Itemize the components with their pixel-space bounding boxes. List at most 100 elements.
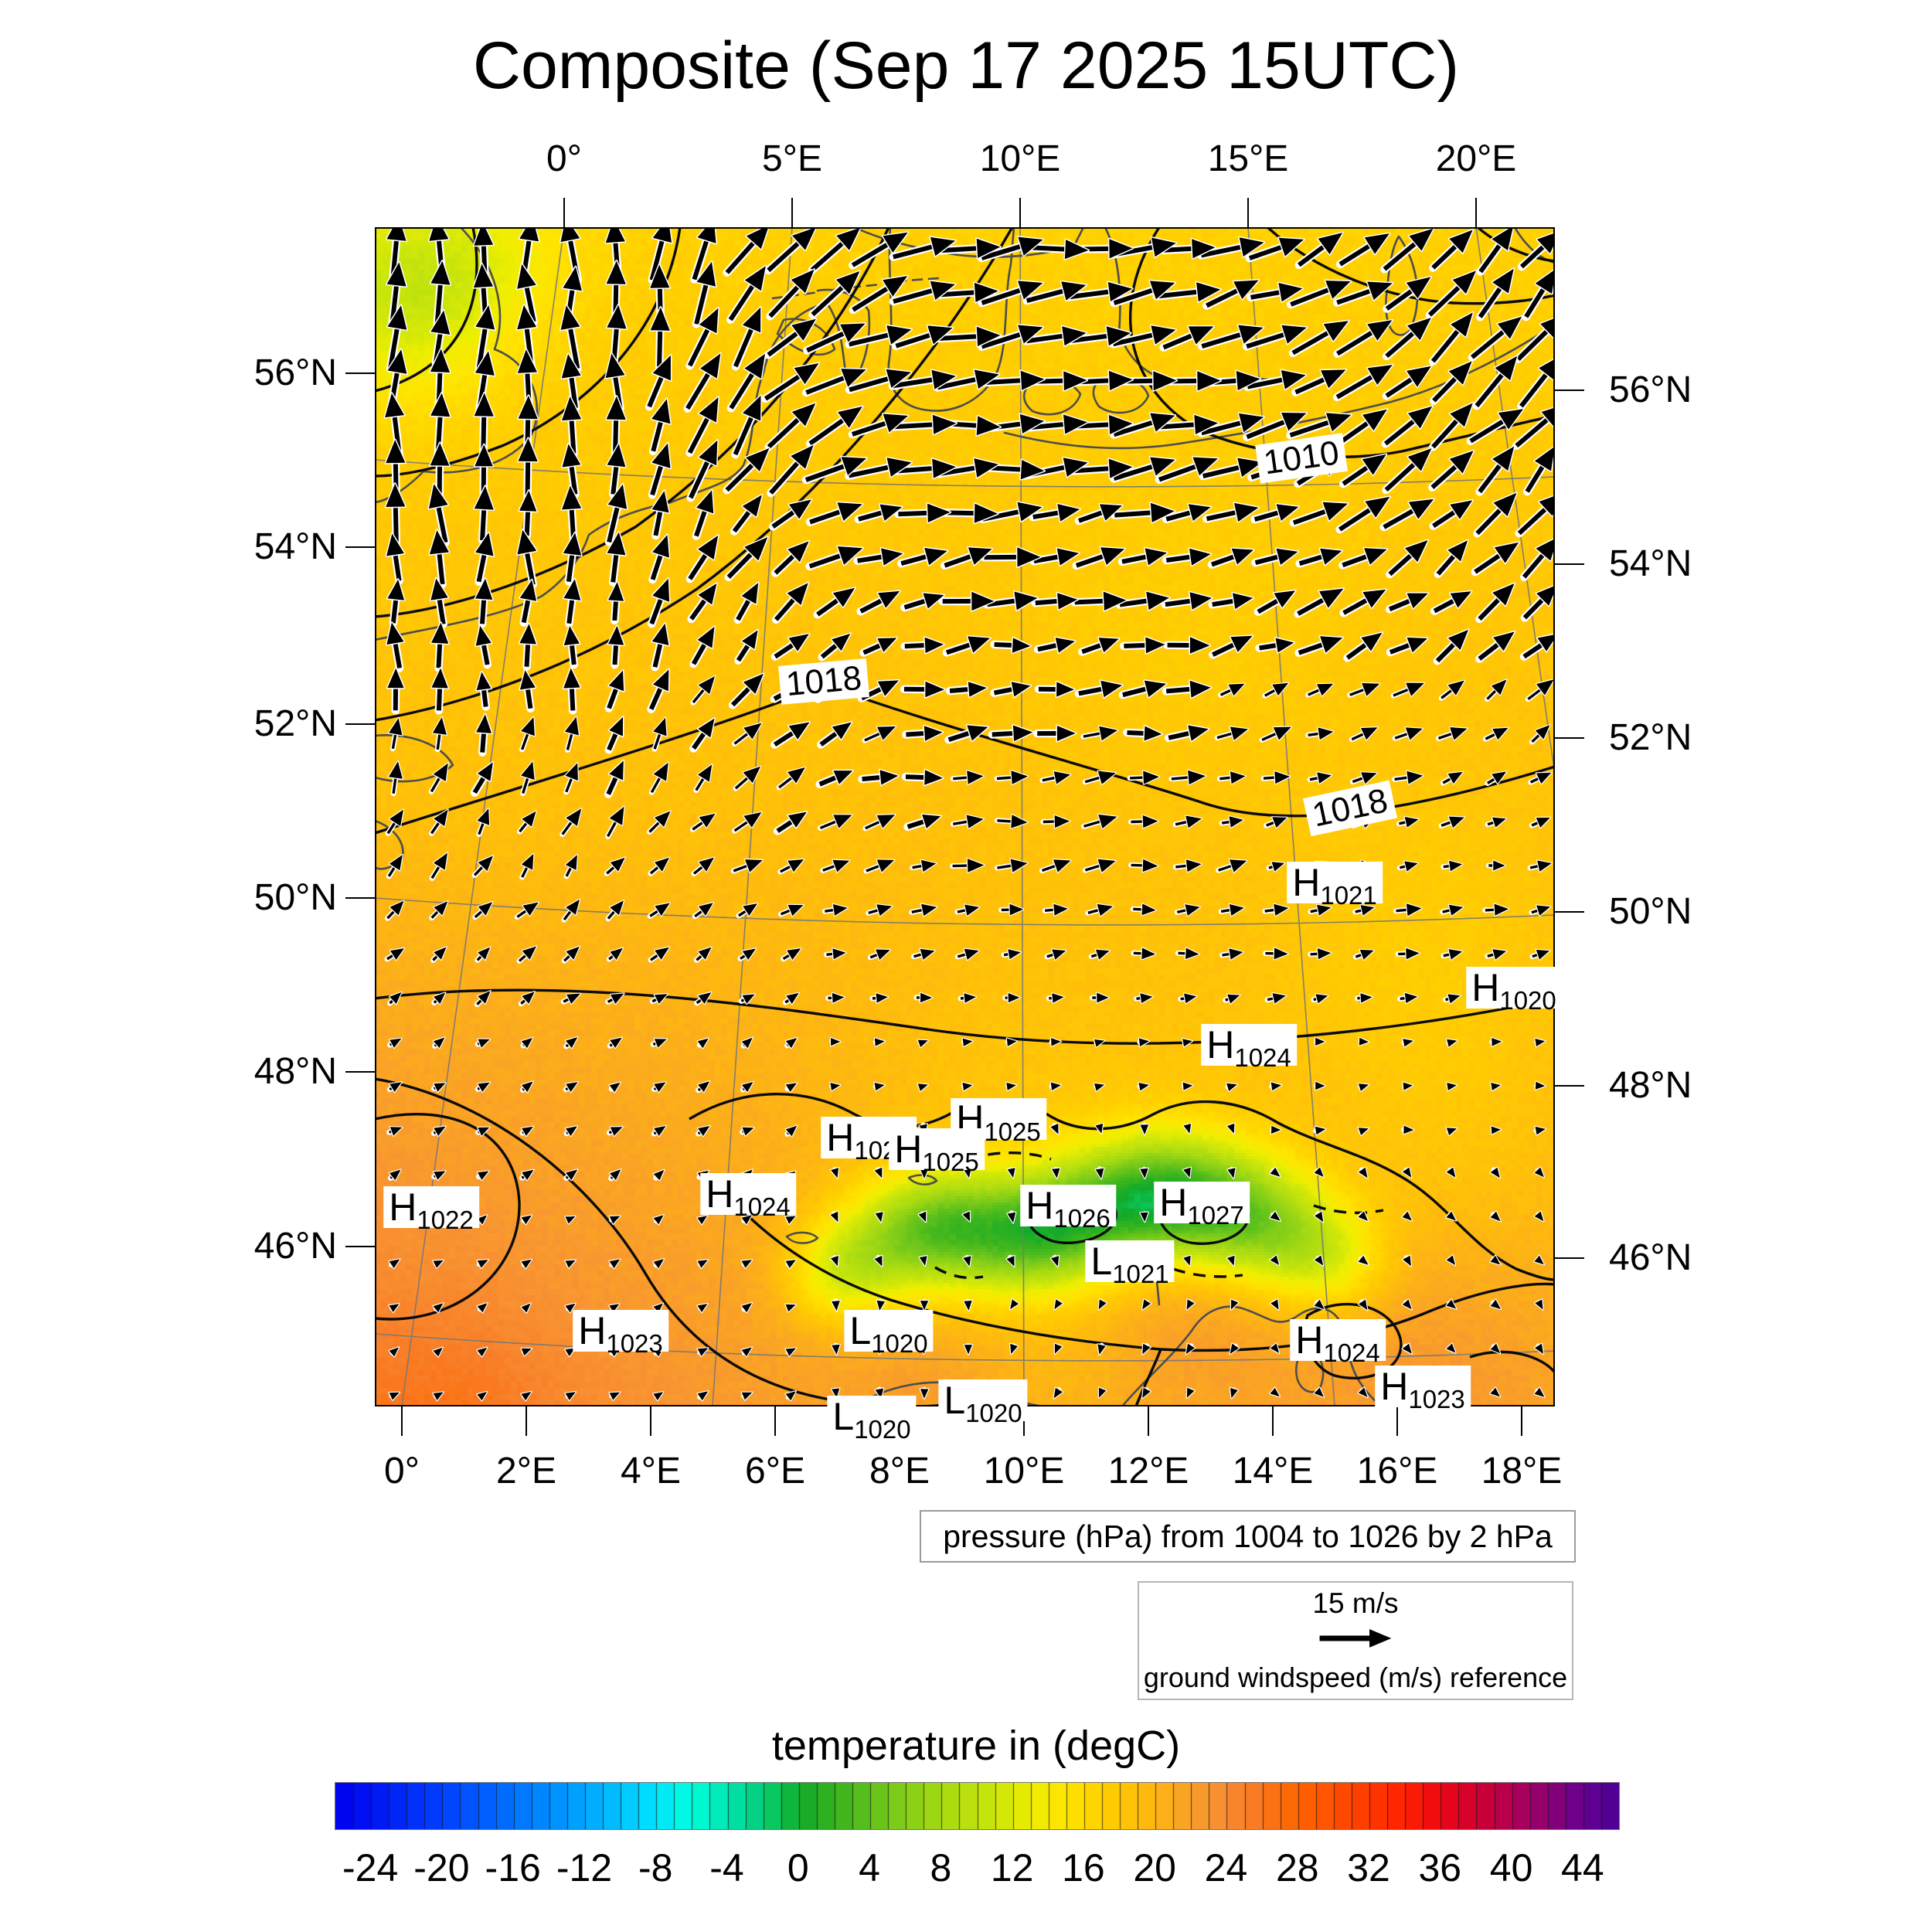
pressure-marker-value: 1020 (854, 1415, 911, 1444)
axis-tick-label-bottom: 18°E (1481, 1451, 1563, 1492)
pressure-marker-letter: L (1090, 1240, 1113, 1283)
pressure-marker-value: 1023 (1408, 1385, 1465, 1413)
axis-tick-label-left: 50°N (253, 877, 337, 918)
pressure-marker-value: 1020 (1499, 986, 1556, 1015)
colorbar-tick-label: -8 (638, 1846, 673, 1889)
axis-tick-label-bottom: 4°E (621, 1451, 681, 1492)
map-overlay-svg (375, 227, 1555, 1406)
pressure-marker-letter: H (894, 1128, 923, 1171)
pressure-marker-value: 1024 (1234, 1043, 1291, 1072)
axis-tick-label-bottom: 14°E (1232, 1451, 1314, 1492)
axis-tick-label-right: 46°N (1609, 1237, 1692, 1278)
pressure-marker-letter: L (849, 1309, 872, 1352)
pressure-marker-value: 1024 (1323, 1338, 1380, 1367)
colorbar-tick-label: 12 (990, 1846, 1034, 1889)
pressure-marker-H-1024: H1024 (1201, 1023, 1297, 1070)
pressure-marker-letter: H (826, 1116, 855, 1159)
colorbar-tick-label: 0 (787, 1846, 809, 1889)
pressure-caption-text: pressure (hPa) from 1004 to 1026 by 2 hP… (943, 1518, 1553, 1554)
axis-tick-label-bottom: 8°E (869, 1451, 930, 1492)
pressure-marker-letter: L (944, 1379, 966, 1422)
axis-tick-label-top: 5°E (762, 138, 822, 179)
axis-tick-label-left: 56°N (253, 352, 337, 393)
pressure-marker-letter: H (1295, 1318, 1324, 1362)
axis-tick-label-top: 15°E (1207, 138, 1289, 179)
pressure-marker-value: 1022 (417, 1206, 474, 1234)
pressure-marker-letter: H (1471, 966, 1500, 1009)
pressure-marker-H-1024: H1024 (1290, 1318, 1386, 1366)
pressure-marker-letter: H (706, 1172, 734, 1216)
colorbar-tick-label: 32 (1347, 1846, 1390, 1889)
map-labels-layer: 1018 1018 1010 H1021 H1020 H1024 H1025 H1025 H10… (375, 227, 1562, 1442)
pressure-marker-value: 1020 (965, 1399, 1022, 1427)
pressure-marker-value: 1021 (1112, 1260, 1169, 1288)
map-clip-group (375, 227, 1555, 1406)
colorbar-tick-label: 28 (1275, 1846, 1319, 1889)
pressure-marker-H-1021: H1021 (1287, 861, 1383, 908)
pressure-marker-L-1020: L1020 (844, 1309, 934, 1356)
pressure-marker-H-1020: H1020 (1466, 966, 1562, 1013)
colorbar-tick-label: 16 (1062, 1846, 1105, 1889)
contour-label-1018: 1018 (1303, 780, 1397, 837)
wind-reference-arrow (1319, 1629, 1392, 1648)
colorbar-tick-label: -12 (556, 1846, 613, 1889)
axis-tick-label-bottom: 0° (384, 1451, 420, 1492)
pressure-marker-letter: H (389, 1185, 417, 1229)
axis-tick-label-left: 48°N (253, 1051, 337, 1092)
axis-tick-label-right: 54°N (1609, 543, 1692, 584)
axis-tick-label-left: 54°N (253, 526, 337, 567)
colorbar-tick-label: -4 (709, 1846, 744, 1889)
pressure-marker-H-1026: H1026 (1020, 1184, 1116, 1231)
map-panel: 1018 1018 1010 H1021 H1020 H1024 H1025 H1025 H10… (375, 227, 1562, 1442)
pressure-marker-H-1023: H1023 (1375, 1365, 1471, 1412)
axis-tick-label-bottom: 2°E (496, 1451, 556, 1492)
pressure-marker-letter: H (1206, 1023, 1235, 1066)
axis-tick-label-top: 0° (546, 138, 582, 179)
axis-tick-label-right: 56°N (1609, 369, 1692, 410)
pressure-marker-H-1024: H1024 (700, 1172, 796, 1219)
axis-tick-label-left: 52°N (253, 703, 337, 744)
pressure-marker-H-1023: H1023 (573, 1309, 668, 1356)
pressure-marker-H-1022: H1022 (383, 1185, 479, 1233)
wind-legend-box: 15 m/s ground windspeed (m/s) reference (1138, 1581, 1573, 1700)
axis-tick-label-bottom: 6°E (745, 1451, 805, 1492)
pressure-marker-H-1027: H1027 (1154, 1181, 1250, 1228)
pressure-caption-box: pressure (hPa) from 1004 to 1026 by 2 hP… (920, 1510, 1576, 1563)
pressure-marker-letter: H (1292, 861, 1321, 904)
wind-speed-label: 15 m/s (1312, 1587, 1399, 1619)
pressure-marker-value: 1021 (1320, 881, 1377, 910)
pressure-marker-value: 1026 (1053, 1204, 1111, 1233)
pressure-marker-value: 1023 (606, 1329, 663, 1358)
axis-tick-label-bottom: 16°E (1356, 1451, 1438, 1492)
colorbar-title: temperature in (degC) (771, 1723, 1181, 1769)
axis-tick-label-top: 10°E (979, 138, 1061, 179)
axis-tick-label-bottom: 12°E (1107, 1451, 1189, 1492)
pressure-marker-letter: H (1380, 1365, 1409, 1408)
pressure-marker-value: 1025 (984, 1117, 1041, 1146)
colorbar-tick-label: -24 (342, 1846, 399, 1889)
pressure-marker-letter: L (832, 1395, 855, 1438)
pressure-marker-letter: H (1159, 1181, 1188, 1224)
pressure-marker-letter: H (578, 1309, 607, 1352)
pressure-marker-value: 1025 (922, 1148, 979, 1176)
colorbar-tick-label: 20 (1133, 1846, 1176, 1889)
axis-tick-label-right: 50°N (1609, 891, 1692, 932)
axis-tick-label-right: 48°N (1609, 1065, 1692, 1106)
wind-legend-caption: ground windspeed (m/s) reference (1143, 1662, 1568, 1693)
contour-label-1010: 1010 (1255, 433, 1348, 484)
pressure-marker-L-1020: L1020 (938, 1379, 1028, 1426)
contour-label-1018: 1018 (778, 658, 869, 705)
colorbar-tick-label: 36 (1418, 1846, 1462, 1889)
pressure-marker-letter: H (1026, 1184, 1054, 1227)
pressure-marker-value: 1027 (1187, 1201, 1244, 1230)
colorbar-tick-label: 4 (859, 1846, 880, 1889)
axis-tick-label-top: 20°E (1435, 138, 1517, 179)
colorbar-tick-label: 44 (1561, 1846, 1604, 1889)
pressure-marker-L-1021: L1021 (1085, 1240, 1175, 1287)
pressure-marker-value: 1020 (871, 1329, 928, 1358)
colorbar-tick-label: 8 (930, 1846, 952, 1889)
pressure-marker-L-1020: L1020 (827, 1395, 917, 1442)
colorbar-tick-label: -16 (485, 1846, 541, 1889)
axis-tick-label-right: 52°N (1609, 717, 1692, 758)
